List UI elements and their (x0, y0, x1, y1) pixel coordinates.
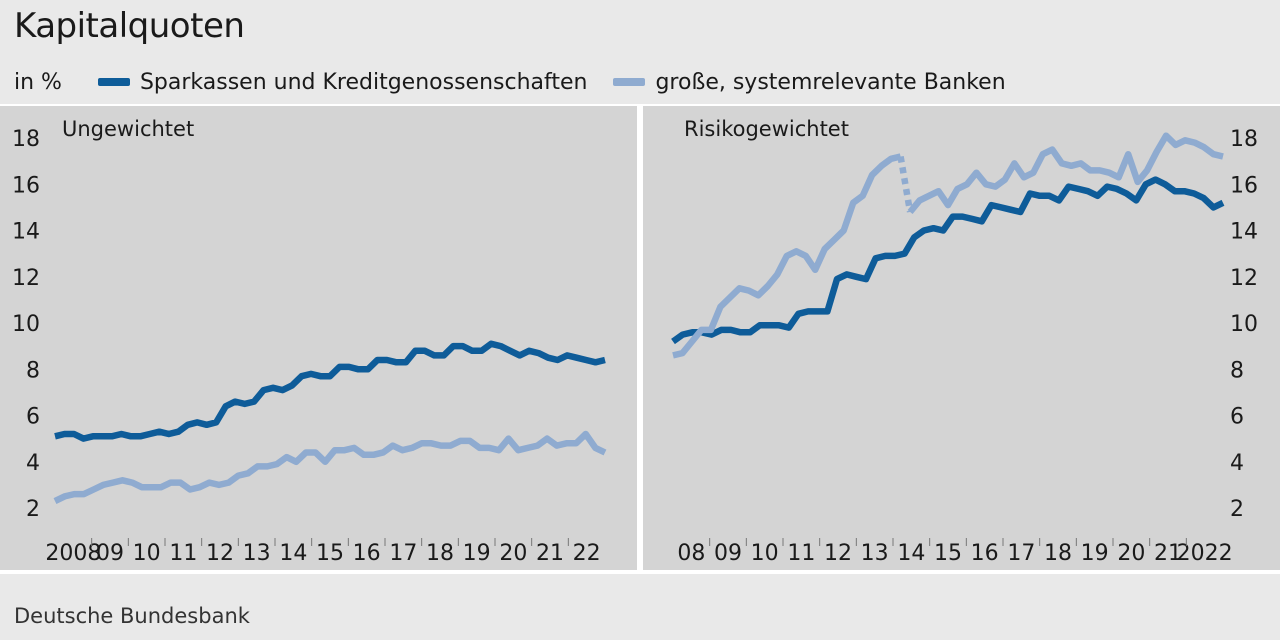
legend-label-sparkassen: Sparkassen und Kreditgenossenschaften (139, 69, 588, 95)
legend: in % Sparkassen und Kreditgenossenschaft… (14, 68, 1032, 96)
panel-1-x-tick-label: 10 (133, 541, 161, 566)
panel-2-x-tick-label: 16 (971, 541, 999, 566)
panel-2-background (643, 106, 1280, 570)
panel-1-x-tick-label: 22 (573, 541, 601, 566)
panel-1-x-tick-label: 17 (389, 541, 417, 566)
panel-1-y-tick-label: 18 (12, 127, 40, 152)
panel-2-x-tick-label: 11 (787, 541, 815, 566)
legend-item-grosse-banken: große, systemrelevante Banken (613, 69, 1006, 95)
panel-1-x-tick-label: 18 (426, 541, 454, 566)
panel-2-x-tick-label: 14 (897, 541, 925, 566)
panel-2-title: Risikogewichtet (684, 117, 849, 141)
panel-2-x-tick-label: 10 (751, 541, 779, 566)
source-note: Deutsche Bundesbank (14, 604, 250, 628)
panel-1-x-tick-label: 09 (96, 541, 124, 566)
panel-1-x-tick-label: 14 (279, 541, 307, 566)
panel-1-y-tick-label: 16 (12, 173, 40, 198)
panel-2-x-tick-label: 08 (677, 541, 705, 566)
panel-1-y-tick-label: 2 (26, 497, 40, 522)
panel-2-x-tick-label: 17 (1007, 541, 1035, 566)
panel-2-y-tick-label: 6 (1230, 405, 1244, 430)
legend-swatch-grosse-banken (613, 78, 646, 86)
panel-2-x-tick-label: 15 (934, 541, 962, 566)
panel-2-x-tick-label: 09 (714, 541, 742, 566)
panel-1-title: Ungewichtet (62, 117, 194, 141)
panel-1-y-tick-label: 6 (26, 405, 40, 430)
panel-1-y-tick-label: 14 (12, 220, 40, 245)
panel-1-x-tick-label: 19 (463, 541, 491, 566)
panel-1-x-tick-label: 20 (499, 541, 527, 566)
unit-label: in % (14, 69, 62, 95)
panel-2-series-sparkassen-line (671, 176, 1225, 345)
panel-2-y-tick-label: 8 (1230, 358, 1244, 383)
panel-1-x-tick-label: 2008 (45, 541, 101, 566)
panel-1-x-tick-label: 21 (536, 541, 564, 566)
panel-1-x-tick-label: 12 (206, 541, 234, 566)
panel-1-y-tick-label: 10 (12, 312, 40, 337)
panel-2-x-tick-label: 20 (1117, 541, 1145, 566)
panel-1-x-tick-label: 13 (243, 541, 271, 566)
panel-1-series-grosse-banken-line (53, 430, 607, 505)
panel-2-y-tick-label: 18 (1230, 127, 1258, 152)
chart-title: Kapitalquoten (14, 6, 245, 46)
panel-2-y-tick-label: 4 (1230, 451, 1244, 476)
panel-2-y-tick-label: 14 (1230, 220, 1258, 245)
panel-1-y-tick-label: 8 (26, 358, 40, 383)
panel-1-background (0, 106, 637, 570)
panel-2-x-tick-label: 2022 (1177, 541, 1233, 566)
panel-1-y-tick-label: 4 (26, 451, 40, 476)
panel-2-y-tick-label: 2 (1230, 497, 1244, 522)
legend-label-grosse-banken: große, systemrelevante Banken (655, 69, 1006, 95)
panel-2-x-tick-label: 21 (1154, 541, 1182, 566)
panel-1-x-tick-label: 16 (353, 541, 381, 566)
panel-1-x-tick-label: 11 (169, 541, 197, 566)
panel-2-x-tick-label: 13 (861, 541, 889, 566)
panel-2-x-tick-label: 12 (824, 541, 852, 566)
panel-1-x-tick-label: 15 (316, 541, 344, 566)
panel-2-x-tick-label: 18 (1044, 541, 1072, 566)
legend-item-sparkassen: Sparkassen und Kreditgenossenschaften (97, 69, 588, 95)
panel-2-series-grosse-banken-line (907, 132, 1224, 215)
panel-2-y-tick-label: 12 (1230, 266, 1258, 291)
panel-2-x-tick-label: 19 (1081, 541, 1109, 566)
legend-swatch-sparkassen (97, 78, 130, 86)
panel-1-y-tick-label: 12 (12, 266, 40, 291)
panel-1-series-sparkassen-line (54, 340, 606, 442)
panel-2-series-grosse-banken-line-break (897, 155, 914, 213)
panel-2-series-grosse-banken-line (672, 153, 902, 359)
panel-2-y-tick-label: 10 (1230, 312, 1258, 337)
panel-2-y-tick-label: 16 (1230, 173, 1258, 198)
